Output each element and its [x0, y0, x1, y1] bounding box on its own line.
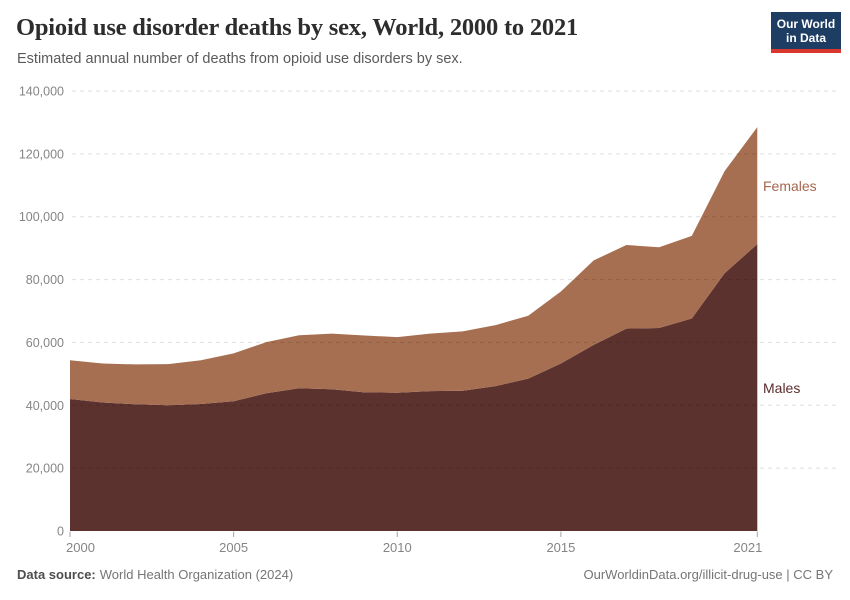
page-title: Opioid use disorder deaths by sex, World… [16, 14, 579, 41]
y-axis-tick-label: 20,000 [26, 462, 64, 476]
area-females [70, 127, 758, 406]
chart-subtitle: Estimated annual number of deaths from o… [17, 51, 463, 67]
x-axis-tick-label: 2005 [219, 540, 248, 555]
y-axis-tick-label: 40,000 [26, 399, 64, 413]
area-males [70, 244, 758, 531]
y-axis-tick-label: 140,000 [19, 85, 64, 99]
y-axis-tick-label: 100,000 [19, 210, 64, 224]
owid-logo: Our World in Data [771, 12, 841, 54]
x-axis-tick-label: 2000 [66, 540, 95, 555]
y-axis-tick-label: 120,000 [19, 147, 64, 161]
chart-footer: Data source: World Health Organization (2… [17, 567, 833, 582]
y-axis-tick-label: 60,000 [26, 336, 64, 350]
y-axis-tick-label: 80,000 [26, 273, 64, 287]
owid-logo-line1: Our World [776, 17, 836, 31]
owid-logo-line2: in Data [785, 31, 826, 46]
data-source: Data source: World Health Organization (2… [17, 567, 293, 582]
series-label-males: Males [763, 379, 801, 396]
x-axis-tick-label: 2021 [733, 540, 762, 555]
data-source-value: World Health Organization (2024) [99, 567, 294, 582]
series-label-females: Females [763, 177, 817, 194]
x-axis-tick-label: 2010 [383, 540, 412, 555]
credit-link[interactable]: OurWorldinData.org/illicit-drug-use | CC… [583, 567, 834, 582]
x-axis-tick-label: 2015 [546, 540, 575, 555]
y-axis-tick-label: 0 [57, 525, 64, 539]
data-source-label: Data source: [17, 567, 96, 582]
